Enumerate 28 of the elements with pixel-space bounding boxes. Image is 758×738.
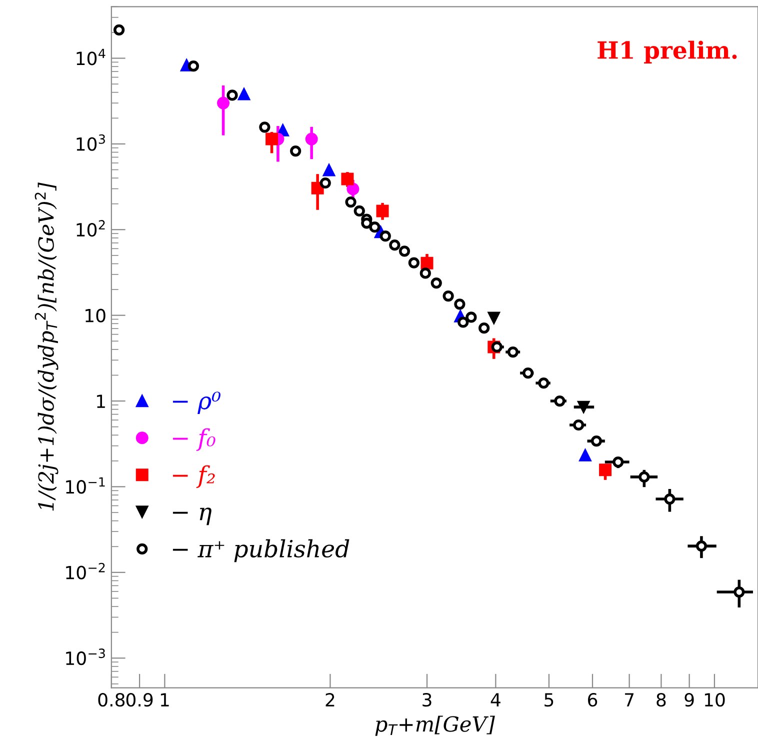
y-tick-label: 10$^{−2}$ <box>66 562 105 580</box>
x-tick-label: 5 <box>544 693 554 707</box>
y-tick-label: 10$^{2}$ <box>76 220 105 237</box>
x-tick-label: 6 <box>588 692 598 707</box>
legend-label: − ρ⁰ <box>172 392 220 414</box>
annotation: H1 prelim. <box>598 40 737 64</box>
legend-label: − f₂ <box>172 465 215 488</box>
x-tick-label: 3 <box>422 692 432 707</box>
y-tick-label: 10 <box>86 308 106 322</box>
legend-label: − f₀ <box>172 428 216 452</box>
y-tick-label: 10$^{−1}$ <box>66 477 105 494</box>
y-tick-label: 10$^{3}$ <box>76 134 105 151</box>
legend-label: − π⁺ published <box>172 539 350 562</box>
y-tick-label: 1 <box>97 394 105 408</box>
x-tick-label: 2 <box>326 692 334 706</box>
x-tick-label: 10 <box>704 692 725 707</box>
x-tick-label: 7 <box>625 693 634 706</box>
x-tick-label: 0.9 <box>126 692 153 707</box>
y-tick-label: 10$^{4}$ <box>76 48 106 66</box>
y-axis-title: 1/(2j+1)dσ/(dydp$_{T}$$^{2}$)[nb/(GeV)$^{2}$] <box>34 182 58 511</box>
x-tick-label: 0.8 <box>98 692 125 707</box>
y-tick-label: 10$^{−3}$ <box>66 648 105 666</box>
x-tick-label: 9 <box>684 692 694 707</box>
x-axis-title: p$_{T}$+m[GeV] <box>375 716 495 736</box>
x-tick-label: 1 <box>160 693 169 706</box>
x-tick-label: 8 <box>656 692 666 707</box>
x-tick-label: 4 <box>490 693 500 706</box>
legend-label: − η <box>172 508 212 526</box>
